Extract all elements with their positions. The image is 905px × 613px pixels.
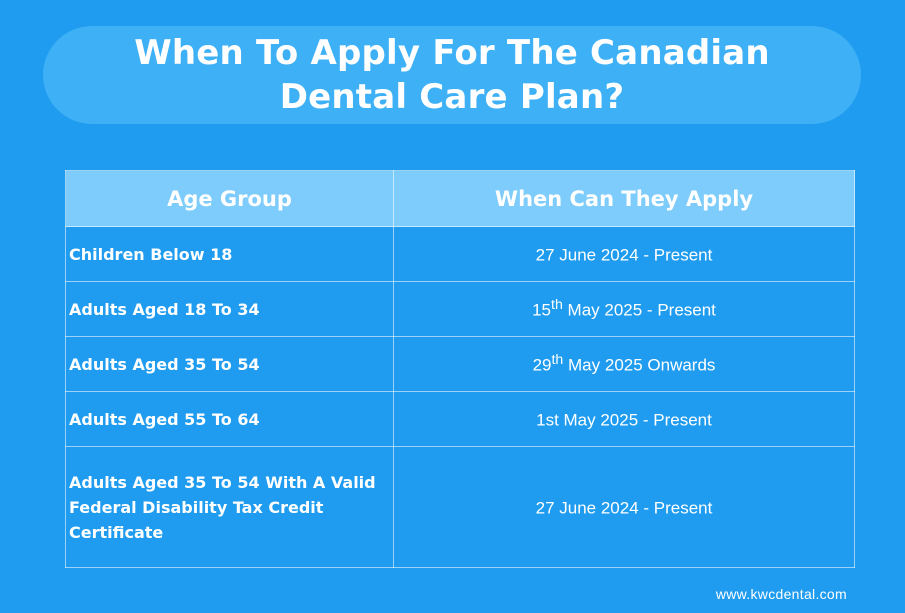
- website-link[interactable]: www.kwcdental.com: [715, 586, 847, 602]
- age-group-cell: Adults Aged 35 To 54 With A Valid Federa…: [65, 446, 394, 568]
- apply-date-suffix: th: [551, 352, 564, 369]
- apply-date-cell: 29th May 2025 Onwards: [393, 336, 855, 392]
- apply-date-text: 29: [532, 355, 552, 375]
- apply-date-rest: May 2025 - Present: [562, 300, 716, 320]
- apply-date-cell: 27 June 2024 - Present: [393, 446, 855, 568]
- header-when-can-they-apply: When Can They Apply: [393, 170, 855, 227]
- apply-date-rest: May 2025 Onwards: [563, 355, 716, 375]
- table-row: Adults Aged 35 To 54 29th May 2025 Onwar…: [65, 336, 855, 392]
- apply-date-text: 1st May 2025 - Present: [536, 410, 712, 430]
- apply-date-text: 27 June 2024 - Present: [535, 245, 713, 265]
- age-group-cell: Adults Aged 18 To 34: [65, 281, 394, 337]
- table-row: Adults Aged 35 To 54 With A Valid Federa…: [65, 446, 855, 568]
- age-group-cell: Adults Aged 35 To 54: [65, 336, 394, 392]
- apply-date-cell: 27 June 2024 - Present: [393, 226, 855, 282]
- header-age-group: Age Group: [65, 170, 394, 227]
- title-banner: When To Apply For The Canadian Dental Ca…: [43, 26, 861, 124]
- application-schedule-table: Age Group When Can They Apply Children B…: [65, 170, 855, 568]
- table-header-row: Age Group When Can They Apply: [65, 170, 855, 227]
- apply-date-cell: 15th May 2025 - Present: [393, 281, 855, 337]
- apply-date-text: 15: [532, 300, 552, 320]
- table-row: Adults Aged 55 To 64 1st May 2025 - Pres…: [65, 391, 855, 447]
- age-group-cell: Adults Aged 55 To 64: [65, 391, 394, 447]
- apply-date-text: 27 June 2024 - Present: [535, 498, 713, 518]
- apply-date-suffix: th: [551, 297, 563, 314]
- table-row: Adults Aged 18 To 34 15th May 2025 - Pre…: [65, 281, 855, 337]
- apply-date-cell: 1st May 2025 - Present: [393, 391, 855, 447]
- table-row: Children Below 18 27 June 2024 - Present: [65, 226, 855, 282]
- page-title: When To Apply For The Canadian Dental Ca…: [134, 33, 770, 117]
- age-group-cell: Children Below 18: [65, 226, 394, 282]
